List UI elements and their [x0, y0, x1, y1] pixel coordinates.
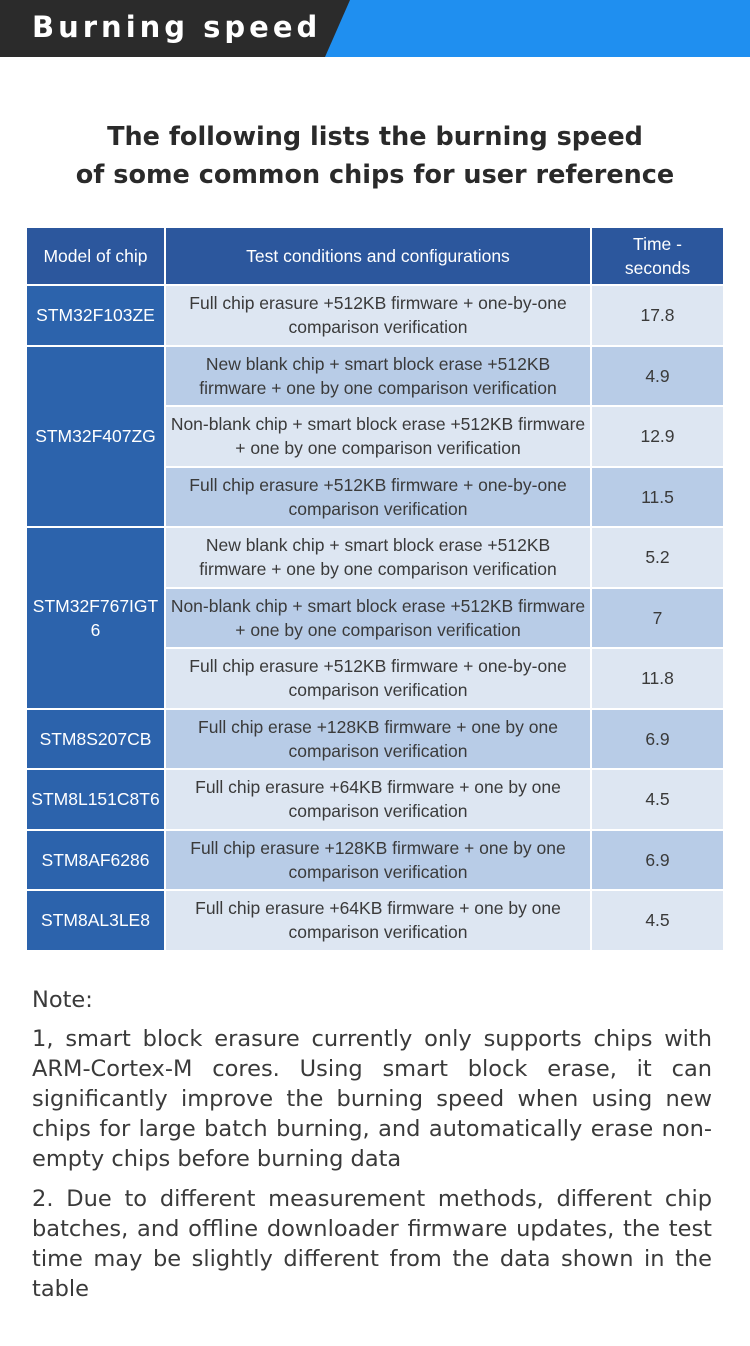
- notes-heading: Note:: [32, 987, 93, 1013]
- condition-cell: Full chip erasure +512KB firmware + one-…: [164, 465, 592, 528]
- chip-model-cell: STM8AL3LE8: [25, 889, 166, 952]
- column-header-time: Time - seconds: [590, 226, 725, 286]
- column-header-time-line1: Time -: [633, 234, 682, 254]
- intro-text: The following lists the burning speed of…: [0, 118, 750, 194]
- time-cell: 6.9: [590, 707, 725, 770]
- table-row: STM8AF6286 Full chip erasure +128KB firm…: [25, 828, 725, 891]
- intro-line-1: The following lists the burning speed: [107, 122, 643, 152]
- time-cell: 17.8: [590, 284, 725, 347]
- column-header-conditions: Test conditions and configurations: [164, 226, 592, 286]
- column-header-model: Model of chip: [25, 226, 166, 286]
- column-header-time-line2: seconds: [624, 258, 691, 278]
- condition-cell: Full chip erasure +64KB firmware + one b…: [164, 889, 592, 952]
- condition-cell: Full chip erasure +128KB firmware + one …: [164, 828, 592, 891]
- chip-model-cell: STM8AF6286: [25, 828, 166, 891]
- condition-cell: Full chip erasure +64KB firmware + one b…: [164, 768, 592, 831]
- notes-section: Note: 1, smart block erasure currently o…: [32, 985, 712, 1314]
- table-row: STM8S207CB Full chip erase +128KB firmwa…: [25, 707, 725, 770]
- intro-line-2: of some common chips for user reference: [75, 160, 675, 190]
- time-cell: 4.9: [590, 344, 725, 407]
- time-cell: 4.5: [590, 768, 725, 831]
- header-title-block: [0, 0, 350, 57]
- chip-model-cell: STM32F407ZG: [25, 344, 166, 528]
- chip-model-cell: STM8L151C8T6: [25, 768, 166, 831]
- table-row: STM8AL3LE8 Full chip erasure +64KB firmw…: [25, 889, 725, 952]
- time-cell: 6.9: [590, 828, 725, 891]
- condition-cell: Full chip erasure +512KB firmware + one-…: [164, 284, 592, 347]
- chip-model-cell: STM8S207CB: [25, 707, 166, 770]
- table-row: STM8L151C8T6 Full chip erasure +64KB fir…: [25, 768, 725, 831]
- table-row: Non-blank chip + smart block erase +512K…: [26, 405, 725, 468]
- page-title: Burning speed: [32, 10, 322, 44]
- chip-model-cell: STM32F767IGT6: [25, 526, 166, 710]
- table-row: Full chip erasure +512KB firmware + one-…: [26, 465, 725, 528]
- time-cell: 5.2: [590, 526, 725, 589]
- table-row: Full chip erasure +512KB firmware + one-…: [26, 647, 725, 710]
- condition-cell: Non-blank chip + smart block erase +512K…: [164, 586, 592, 649]
- time-cell: 7: [590, 586, 725, 649]
- note-item-2: 2. Due to different measurement methods,…: [32, 1186, 712, 1302]
- condition-cell: Non-blank chip + smart block erase +512K…: [164, 405, 592, 468]
- time-cell: 11.8: [590, 647, 725, 710]
- table-row: STM32F407ZG New blank chip + smart block…: [25, 344, 725, 528]
- time-cell: 4.5: [590, 889, 725, 952]
- table-header-row: Model of chip Test conditions and config…: [25, 226, 725, 286]
- time-cell: 11.5: [590, 465, 725, 528]
- table-row: STM32F767IGT6 New blank chip + smart blo…: [25, 526, 725, 710]
- condition-cell: Full chip erasure +512KB firmware + one-…: [164, 647, 592, 710]
- note-item-1: 1, smart block erasure currently only su…: [32, 1026, 712, 1172]
- chip-model-cell: STM32F103ZE: [25, 284, 166, 347]
- table-row: STM32F103ZE Full chip erasure +512KB fir…: [25, 284, 725, 347]
- burning-speed-table: Model of chip Test conditions and config…: [25, 226, 725, 952]
- condition-cell: New blank chip + smart block erase +512K…: [164, 344, 592, 407]
- condition-cell: Full chip erase +128KB firmware + one by…: [164, 707, 592, 770]
- condition-cell: New blank chip + smart block erase +512K…: [164, 526, 592, 589]
- time-cell: 12.9: [590, 405, 725, 468]
- table-row: Non-blank chip + smart block erase +512K…: [26, 586, 725, 649]
